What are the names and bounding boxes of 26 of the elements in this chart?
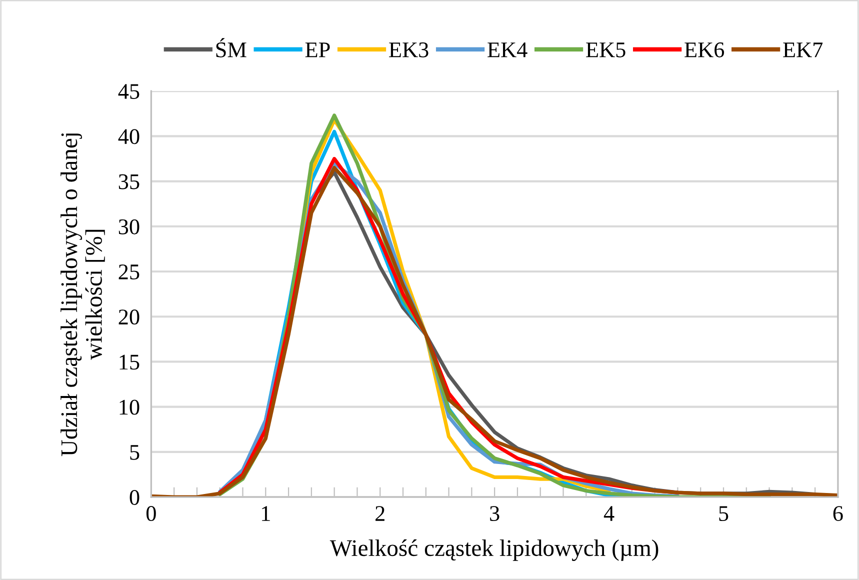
y-tick-label: 20	[118, 310, 140, 325]
y-tick-label: 10	[120, 400, 140, 415]
y-tick-label: 25	[118, 264, 140, 280]
y-tick-label: 40	[118, 129, 140, 144]
y-tick-label: 45	[118, 84, 140, 99]
x-tick-label: 5	[719, 506, 728, 522]
legend-label: EK6	[684, 42, 724, 58]
x-tick-label: 0	[146, 506, 156, 522]
y-tick-label: 5	[130, 445, 140, 460]
x-tick-label: 3	[490, 506, 500, 522]
x-tick-label: 1	[262, 506, 270, 521]
y-tick-label: 35	[118, 174, 140, 190]
legend-label: EP	[305, 42, 330, 58]
legend-label: EK7	[783, 42, 823, 58]
x-axis-title: Wielkość cząstek lipidowych (µm)	[330, 539, 658, 561]
legend-label: ŚM	[216, 38, 246, 58]
y-tick-label: 0	[130, 490, 140, 505]
x-tick-label: 2	[376, 506, 384, 521]
x-tick-label: 6	[833, 506, 843, 522]
x-tick-label: 4	[604, 506, 614, 521]
legend-label: EK4	[488, 42, 528, 58]
y-axis-title: Udział cząstek lipidowych o danej wielkości [%]	[60, 134, 105, 456]
y-tick-label: 30	[118, 219, 140, 234]
y-tick-label: 15	[120, 354, 140, 370]
legend-label: EK5	[586, 42, 626, 58]
legend-label: EK3	[389, 42, 428, 58]
